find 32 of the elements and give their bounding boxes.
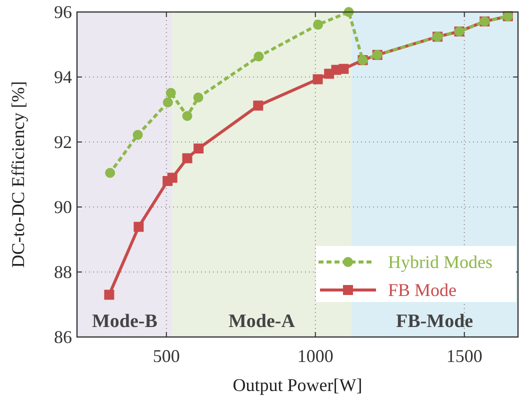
y-tick-label: 90 [54, 197, 72, 217]
point [162, 97, 173, 108]
x-tick-label: 1500 [446, 346, 482, 366]
y-tick-label: 96 [54, 2, 72, 22]
band-label: Mode-A [228, 311, 296, 332]
point [167, 172, 178, 183]
y-tick-label: 86 [54, 327, 72, 347]
point [254, 52, 264, 62]
legend-label: FB Mode [388, 280, 457, 300]
point [338, 64, 349, 74]
point [193, 92, 204, 102]
y-axis-title: DC-to-DC Efficiency [%] [8, 81, 28, 268]
y-tick-label: 92 [54, 132, 72, 152]
y-tick-label: 94 [54, 67, 72, 87]
point [312, 74, 323, 84]
point [166, 88, 176, 98]
point [194, 144, 204, 154]
point [132, 130, 143, 140]
band-label: FB-Mode [396, 311, 474, 332]
point [104, 290, 114, 300]
y-tick-label: 88 [54, 262, 72, 282]
x-tick-label: 1000 [297, 346, 334, 366]
x-tick-label: 500 [152, 346, 180, 366]
point [105, 168, 116, 178]
x-axis-title: Output Power[W] [232, 375, 362, 395]
point [253, 100, 264, 111]
point [182, 111, 192, 121]
band-label: Mode-B [92, 311, 158, 332]
legend-label: Hybrid Modes [388, 252, 492, 272]
point [313, 20, 324, 30]
point [182, 153, 192, 164]
point [134, 222, 144, 232]
